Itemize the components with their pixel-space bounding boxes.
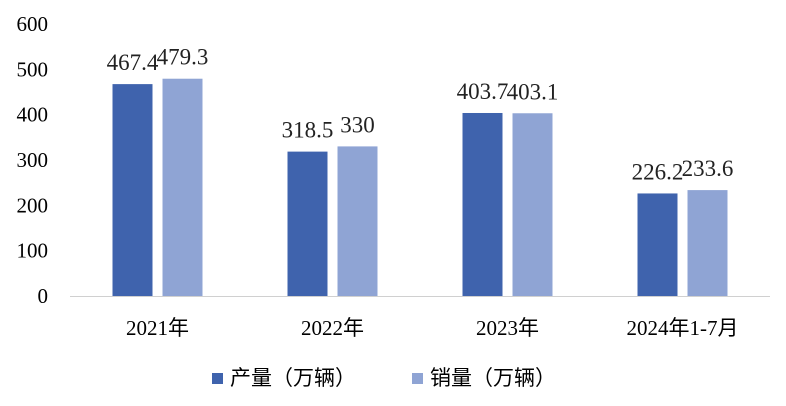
y-tick-label: 600	[17, 12, 49, 36]
y-tick-label: 200	[17, 193, 49, 217]
data-label: 467.4	[107, 50, 159, 75]
y-tick-label: 0	[38, 284, 49, 308]
y-tick-label: 100	[17, 239, 49, 263]
x-tick-label: 2022年	[301, 316, 364, 340]
legend-swatch	[212, 373, 223, 384]
legend-swatch	[412, 373, 423, 384]
data-label: 318.5	[282, 118, 334, 143]
data-label: 479.3	[157, 45, 209, 70]
bar-production	[637, 193, 678, 296]
y-tick-label: 400	[17, 103, 49, 127]
x-tick-label: 2023年	[476, 316, 539, 340]
data-label: 403.1	[507, 79, 559, 104]
data-label: 233.6	[682, 156, 734, 181]
legend-label: 销量（万辆）	[430, 366, 556, 390]
bar-sales	[512, 113, 553, 297]
y-tick-label: 300	[17, 148, 49, 172]
bar-production	[112, 84, 153, 296]
bar-production	[462, 112, 503, 296]
legend-label: 产量（万辆）	[230, 366, 356, 390]
legend: 产量（万辆） 销量（万辆）	[212, 366, 556, 390]
bar-sales	[162, 78, 203, 296]
x-tick-label: 2021年	[126, 316, 189, 340]
data-label: 226.2	[632, 159, 684, 184]
y-tick-label: 500	[17, 57, 49, 81]
x-axis-labels: 2021年 2022年 2023年 2024年1-7月	[126, 316, 739, 340]
bar-production	[287, 151, 328, 296]
y-axis-ticks: 0 100 200 300 400 500 600	[17, 12, 49, 308]
x-tick-label: 2024年1-7月	[627, 316, 739, 340]
bars	[112, 78, 728, 297]
bar-sales	[337, 146, 378, 296]
bar-sales	[687, 190, 728, 296]
data-label: 403.7	[457, 79, 509, 104]
data-label: 330	[340, 112, 375, 137]
